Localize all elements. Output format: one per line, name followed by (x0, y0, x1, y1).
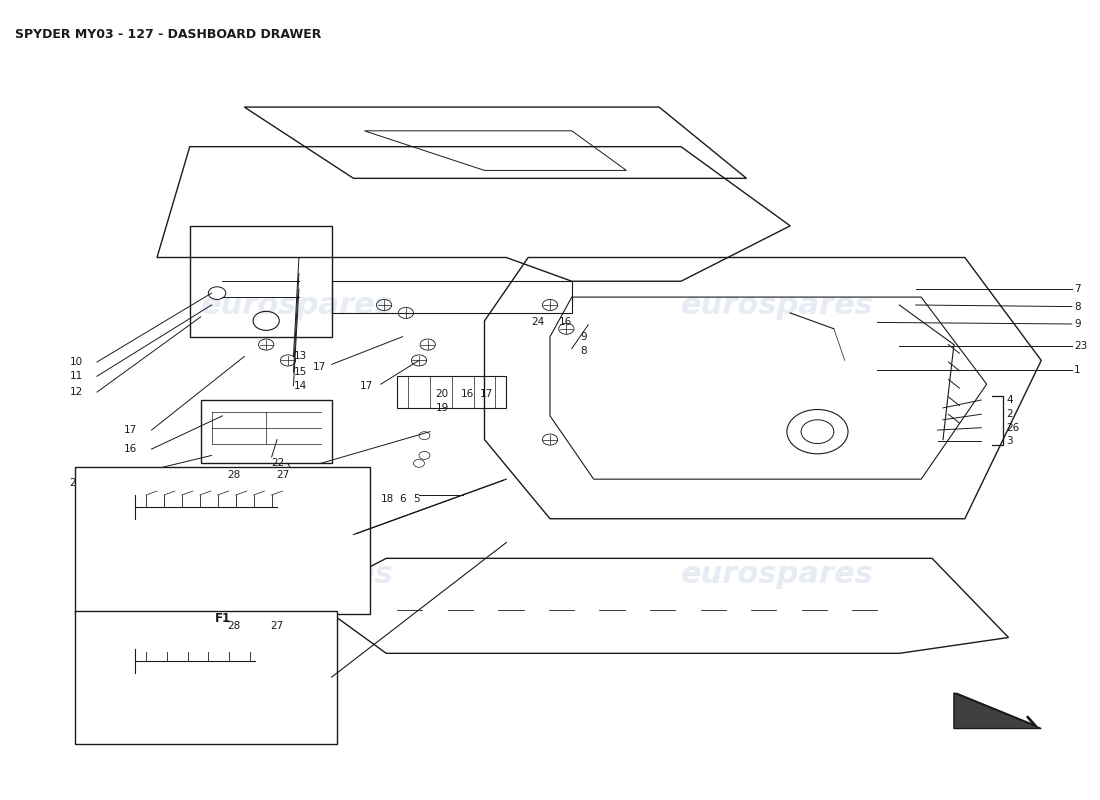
Text: 28: 28 (227, 621, 240, 630)
Text: 19: 19 (436, 403, 449, 413)
Text: 1: 1 (1074, 365, 1080, 375)
Text: 18: 18 (381, 494, 394, 504)
Polygon shape (954, 693, 1042, 729)
Text: 24: 24 (531, 318, 544, 327)
Text: 14: 14 (294, 381, 307, 390)
Text: eurospares: eurospares (200, 290, 394, 319)
Text: 27: 27 (276, 470, 289, 480)
FancyBboxPatch shape (75, 611, 337, 744)
Text: 17: 17 (480, 389, 494, 398)
FancyBboxPatch shape (75, 467, 370, 614)
Text: 22: 22 (272, 458, 285, 468)
Text: 21: 21 (297, 482, 310, 492)
Text: 10: 10 (69, 357, 82, 367)
Text: 4: 4 (1006, 395, 1013, 405)
Text: 20: 20 (436, 389, 449, 398)
Text: 15: 15 (294, 367, 307, 378)
Text: 9: 9 (581, 332, 587, 342)
Text: 25: 25 (69, 478, 82, 488)
Text: SPYDER MY03 - 127 - DASHBOARD DRAWER: SPYDER MY03 - 127 - DASHBOARD DRAWER (15, 28, 321, 41)
Text: 11: 11 (69, 371, 82, 382)
Text: 16: 16 (124, 444, 138, 454)
Text: 16: 16 (461, 389, 474, 398)
Text: 7: 7 (1074, 284, 1080, 294)
Text: F1: F1 (214, 612, 231, 625)
Text: 27: 27 (271, 621, 284, 630)
Text: eurospares: eurospares (200, 560, 394, 589)
Text: 28: 28 (227, 470, 240, 480)
Text: 26: 26 (1006, 422, 1020, 433)
Text: 6: 6 (399, 494, 406, 504)
Text: 17: 17 (360, 381, 373, 390)
Text: 2: 2 (1006, 410, 1013, 419)
Text: 9: 9 (1074, 319, 1080, 329)
Text: 12: 12 (69, 387, 82, 397)
Text: 3: 3 (1006, 436, 1013, 446)
Text: 8: 8 (1074, 302, 1080, 311)
Text: 16: 16 (559, 318, 572, 327)
Text: 5: 5 (414, 494, 420, 504)
Text: eurospares: eurospares (681, 560, 873, 589)
Text: 17: 17 (314, 362, 327, 372)
Text: 23: 23 (1074, 341, 1087, 351)
Text: 13: 13 (294, 351, 307, 362)
Text: eurospares: eurospares (681, 290, 873, 319)
Text: 17: 17 (124, 425, 138, 435)
Text: 8: 8 (581, 346, 587, 356)
